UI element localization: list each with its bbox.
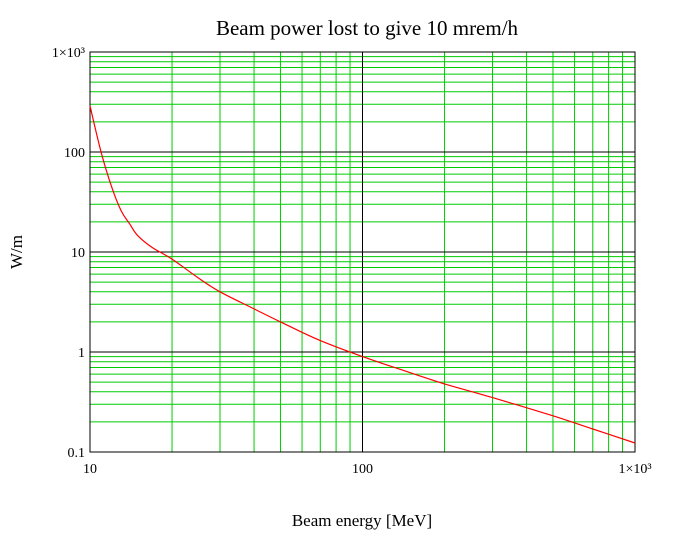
y-tick-label: 10 bbox=[71, 246, 85, 261]
x-tick-label: 100 bbox=[352, 462, 373, 477]
x-axis-label: Beam energy [MeV] bbox=[292, 511, 432, 530]
x-tick-label: 10 bbox=[83, 462, 97, 477]
grid bbox=[89, 51, 636, 453]
y-axis-label: W/m bbox=[7, 235, 26, 269]
y-tick-label: 0.1 bbox=[68, 446, 86, 461]
y-tick-label: 1×10³ bbox=[52, 46, 85, 61]
y-tick-label: 100 bbox=[64, 146, 85, 161]
tick-labels: 10 100 1×10³ 0.1 1 10 100 1×10³ bbox=[52, 46, 652, 477]
x-tick-label: 1×10³ bbox=[618, 462, 651, 477]
y-tick-label: 1 bbox=[78, 346, 85, 361]
curve-layer bbox=[89, 105, 636, 444]
series-line bbox=[89, 105, 636, 444]
chart-title: Beam power lost to give 10 mrem/h bbox=[216, 16, 519, 40]
plot-frame bbox=[89, 51, 636, 453]
